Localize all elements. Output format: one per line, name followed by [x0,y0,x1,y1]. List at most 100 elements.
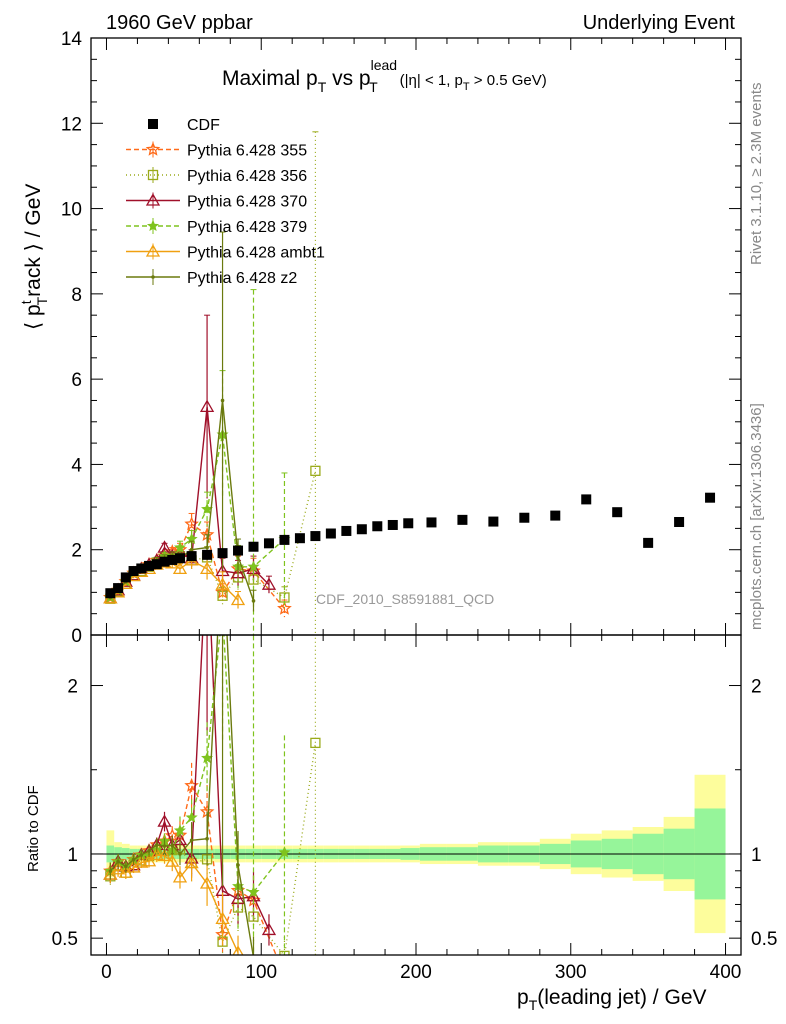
cdf-data-point [457,514,468,525]
ratio-series-pythia-6-428-379 [104,605,291,955]
y-tick-label: 14 [61,29,83,50]
ratio-point [310,737,321,749]
x-axis-label: pT(leading jet) / GeV [517,986,707,1013]
title-vs: vs p [326,67,370,90]
cdf-data-point [202,549,213,560]
ratio-plot-frame [90,634,742,956]
legend-label-pythia-6-428-ambt1: Pythia 6.428 ambt1 [187,245,325,262]
ratio-point [147,849,151,853]
cdf-data-point [128,566,139,577]
series-point [261,577,277,590]
cdf-data-point [674,516,685,527]
legend-marker-pythia-6-428-z2 [151,275,155,279]
ratio-point [199,876,215,889]
ratio-point [110,861,126,875]
header-left: 1960 GeV ppbar [106,12,253,34]
plot-title: Maximal pT vs plead T (|η| < 1, pT > 0.5 G… [222,57,547,95]
cdf-data-point [186,551,197,562]
cdf-data-layer [105,492,716,599]
cdf-data-point [550,510,561,521]
ratio-point [172,870,188,883]
series-point [199,399,215,413]
cdf-data-point [581,494,592,505]
legend-label-pythia-6-428-379: Pythia 6.428 379 [187,219,307,236]
series-point [251,599,256,603]
legend-label-pythia-6-428-370: Pythia 6.428 370 [187,194,307,211]
series-point [215,577,230,590]
header-right: Underlying Event [583,12,736,34]
legend: CDF Pythia 6.428 355 Pythia 6.428 356 Pythi… [126,117,325,287]
ratio-series-line [109,635,254,955]
ratio-point [218,605,228,614]
ratio-point [279,970,291,981]
ratio-tick-label: 2 [67,677,78,698]
cdf-data-point [403,518,414,529]
xlabel-sub: T [529,997,538,1013]
cdf-data-point [217,548,228,559]
ratio-point [131,857,136,862]
y-tick-label: 10 [61,200,82,221]
x-tick-label: 100 [245,962,277,983]
series-point [118,576,133,589]
ratio-tick-label-right: 0.5 [751,929,777,950]
ratio-axis-label: Ratio to CDF [25,785,42,872]
ylabel-pre: ⟨ p [22,304,45,330]
x-tick-label: 0 [101,962,112,983]
ratio-point [201,751,214,764]
ratio-point [278,846,291,858]
series-point [277,600,292,615]
series-point [310,465,321,476]
series-point [173,541,186,553]
series-point [247,560,260,572]
ratio-series-pythia-6-428-ambt1 [103,844,244,955]
ratio-point [232,945,244,955]
series-point [199,561,215,575]
cdf-data-point [120,572,131,583]
ratio-point [189,838,194,843]
x-tick-label: 300 [555,962,587,983]
ratio-point [157,848,172,862]
ratio-tick-label: 0.5 [52,929,78,950]
ylabel-sup: t [18,300,34,304]
y-tick-label: 0 [71,626,82,647]
ratio-tick-label: 1 [67,845,78,866]
title-main: Maximal p [222,67,318,90]
ratio-point [149,847,164,861]
ratio-point [124,864,128,869]
ratio-point [184,855,199,869]
cdf-data-point [372,521,383,532]
cdf-data-point [144,560,155,571]
series-pythia-6-428-379 [104,289,291,635]
legend-marker-pythia-6-428-370 [145,193,161,206]
ratio-point [116,859,120,864]
legend-marker-pythia-6-428-ambt1 [145,244,161,257]
ratio-point [139,853,144,857]
cdf-data-point [705,492,716,503]
title-sub-t2: T [369,79,378,95]
cdf-data-point [136,563,147,574]
legend-marker-cdf [148,119,158,129]
title-sup-lead: lead [371,57,397,73]
cdf-data-point [159,556,170,567]
y-axis-label: ⟨ ptTrack ⟩ / GeV [18,184,50,330]
ratio-point [247,885,260,898]
cdf-data-point [643,537,654,548]
cdf-data-point [387,519,398,530]
ratio-series-pythia-6-428-z2 [108,635,256,959]
ratio-point [261,922,277,936]
ratio-point [236,863,240,867]
cdf-data-point [612,507,623,518]
cdf-data-point [263,538,274,549]
ratio-point [252,955,256,959]
ratio-point [215,911,230,925]
cdf-data-point [488,516,499,527]
xlabel-pre: p [517,986,529,1009]
cdf-data-point [167,554,178,565]
cdf-data-point [325,528,336,539]
series-point [205,545,209,550]
ratio-series-layer [102,605,321,981]
cdf-data-point [341,525,352,536]
title-sub-t: T [318,79,327,95]
cdf-data-point [310,531,321,542]
